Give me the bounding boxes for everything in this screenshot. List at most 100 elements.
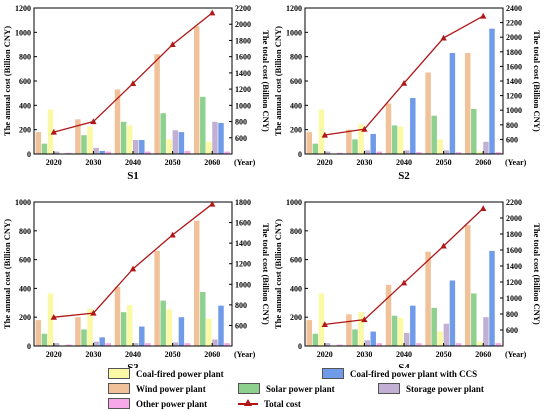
bar-other-2020 xyxy=(65,152,72,154)
total-cost-point-2020 xyxy=(50,314,57,320)
bar-wind-2030 xyxy=(346,314,352,346)
bar-ccs-2030 xyxy=(99,337,105,346)
bar-coal-2040 xyxy=(397,126,404,155)
total-cost-line xyxy=(324,207,484,326)
y2-tick-label: 1000 xyxy=(235,101,251,110)
bar-solar-2040 xyxy=(120,121,127,154)
bar-coal-2060 xyxy=(206,318,212,346)
bar-solar-2060 xyxy=(200,96,206,154)
bar-other-2040 xyxy=(145,343,151,346)
bar-other-2050 xyxy=(184,343,191,346)
bar-ccs-2030 xyxy=(370,331,376,346)
legend-marker-total xyxy=(238,399,258,408)
bar-solar-2020 xyxy=(41,333,48,346)
bar-ccs-2060 xyxy=(218,122,224,154)
y-tick-label: 0 xyxy=(298,150,302,159)
x-tick-label: 2040 xyxy=(125,350,141,359)
bar-storage-2040 xyxy=(404,150,410,154)
y2-tick-label: 600 xyxy=(235,321,247,330)
bar-coal-2060 xyxy=(206,141,212,154)
bar-storage-2060 xyxy=(483,317,489,346)
bar-solar-2030 xyxy=(81,329,87,346)
y2-tick-label: 2000 xyxy=(506,214,522,223)
bar-storage-2060 xyxy=(212,121,218,154)
total-cost-line xyxy=(324,15,484,136)
x-tick-label: 2060 xyxy=(475,158,491,167)
bar-wind-2040 xyxy=(114,286,121,346)
bar-storage-2020 xyxy=(53,151,60,154)
bar-wind-2040 xyxy=(385,103,392,154)
bar-solar-2050 xyxy=(160,113,166,154)
legend-label-total: Total cost xyxy=(264,398,301,409)
bar-solar-2030 xyxy=(81,135,87,154)
y2-axis-title: The total cost (Billion CNY) xyxy=(261,223,271,325)
x-tick-label: 2030 xyxy=(356,158,372,167)
total-cost-point-2040 xyxy=(400,279,408,286)
bar-coal-2060 xyxy=(477,341,483,346)
y2-tick-label: 1400 xyxy=(235,239,251,248)
bar-storage-2030 xyxy=(93,147,99,154)
total-cost-point-2030 xyxy=(361,316,368,323)
y-tick-label: 600 xyxy=(290,77,302,86)
panel-s2: 0 200 400 600 800 1000 1200 600 800 1000 1200 1400 1… xyxy=(273,4,542,182)
legend-swatch-storage xyxy=(378,383,400,394)
bar-coal-2020 xyxy=(318,109,325,154)
legend-swatch-wind xyxy=(108,383,130,394)
bar-coal-2020 xyxy=(47,109,54,154)
x-axis-unit: (Year) xyxy=(505,158,527,167)
y-axis-title: The annual cost (Billion CNY) xyxy=(2,219,12,329)
legend-item-other: Other power plant xyxy=(108,398,207,409)
bar-coal-2030 xyxy=(358,124,364,154)
bar-solar-2040 xyxy=(391,125,398,154)
total-cost-point-2060 xyxy=(209,200,216,207)
x-tick-label: 2030 xyxy=(85,350,101,359)
y-tick-label: 400 xyxy=(290,101,302,110)
y2-tick-label: 1600 xyxy=(506,246,522,255)
bar-wind-2050 xyxy=(425,251,431,346)
bar-wind-2040 xyxy=(114,89,121,154)
total-cost-point-2040 xyxy=(129,265,137,272)
bar-wind-2050 xyxy=(154,54,160,155)
bar-coal-2030 xyxy=(358,312,364,346)
bar-wind-2020 xyxy=(35,320,42,346)
bar-other-2040 xyxy=(416,343,422,346)
bar-wind-2060 xyxy=(464,225,471,346)
bar-storage-2060 xyxy=(483,141,489,154)
y2-tick-label: 800 xyxy=(506,310,518,319)
bar-storage-2040 xyxy=(133,343,139,346)
bar-storage-2040 xyxy=(404,333,410,346)
bar-wind-2050 xyxy=(425,72,431,154)
bar-coal-2050 xyxy=(437,139,443,154)
bar-ccs-2040 xyxy=(139,326,145,346)
panel-title: S1 xyxy=(127,170,139,182)
legend-label-ccs: Coal-fired power plant with CCS xyxy=(350,368,478,379)
x-tick-label: 2020 xyxy=(317,158,333,167)
legend-label-coal: Coal-fired power plant xyxy=(136,368,224,379)
total-cost-point-2050 xyxy=(169,231,176,238)
bar-solar-2020 xyxy=(312,143,319,154)
bar-ccs-2060 xyxy=(489,28,495,154)
x-tick-label: 2040 xyxy=(396,350,412,359)
bar-wind-2030 xyxy=(346,129,352,154)
y2-tick-label: 800 xyxy=(506,121,518,130)
legend: Coal-fired power plant Coal-fired power … xyxy=(108,368,528,412)
y-tick-label: 200 xyxy=(290,126,302,135)
bar-other-2060 xyxy=(495,152,501,154)
x-tick-label: 2020 xyxy=(46,158,62,167)
bar-other-2050 xyxy=(455,152,462,154)
total-cost-point-2020 xyxy=(321,321,328,327)
bar-storage-2030 xyxy=(364,340,370,346)
x-tick-label: 2050 xyxy=(165,158,181,167)
legend-label-other: Other power plant xyxy=(136,398,208,409)
y2-tick-label: 1600 xyxy=(235,53,251,62)
bar-storage-2040 xyxy=(133,140,139,154)
panel-s4: 0 200 400 600 800 1000 600 800 1000 1200 1400 1600 1… xyxy=(273,198,542,368)
bar-storage-2020 xyxy=(324,151,331,154)
total-cost-point-2050 xyxy=(169,41,176,48)
y2-axis-title: The total cost (Billion CNY) xyxy=(532,223,542,325)
y-tick-label: 1000 xyxy=(15,198,31,207)
x-tick-label: 2060 xyxy=(204,158,220,167)
y-tick-label: 200 xyxy=(290,313,302,322)
legend-item-wind: Wind power plant xyxy=(108,383,206,394)
bar-solar-2040 xyxy=(391,315,398,346)
